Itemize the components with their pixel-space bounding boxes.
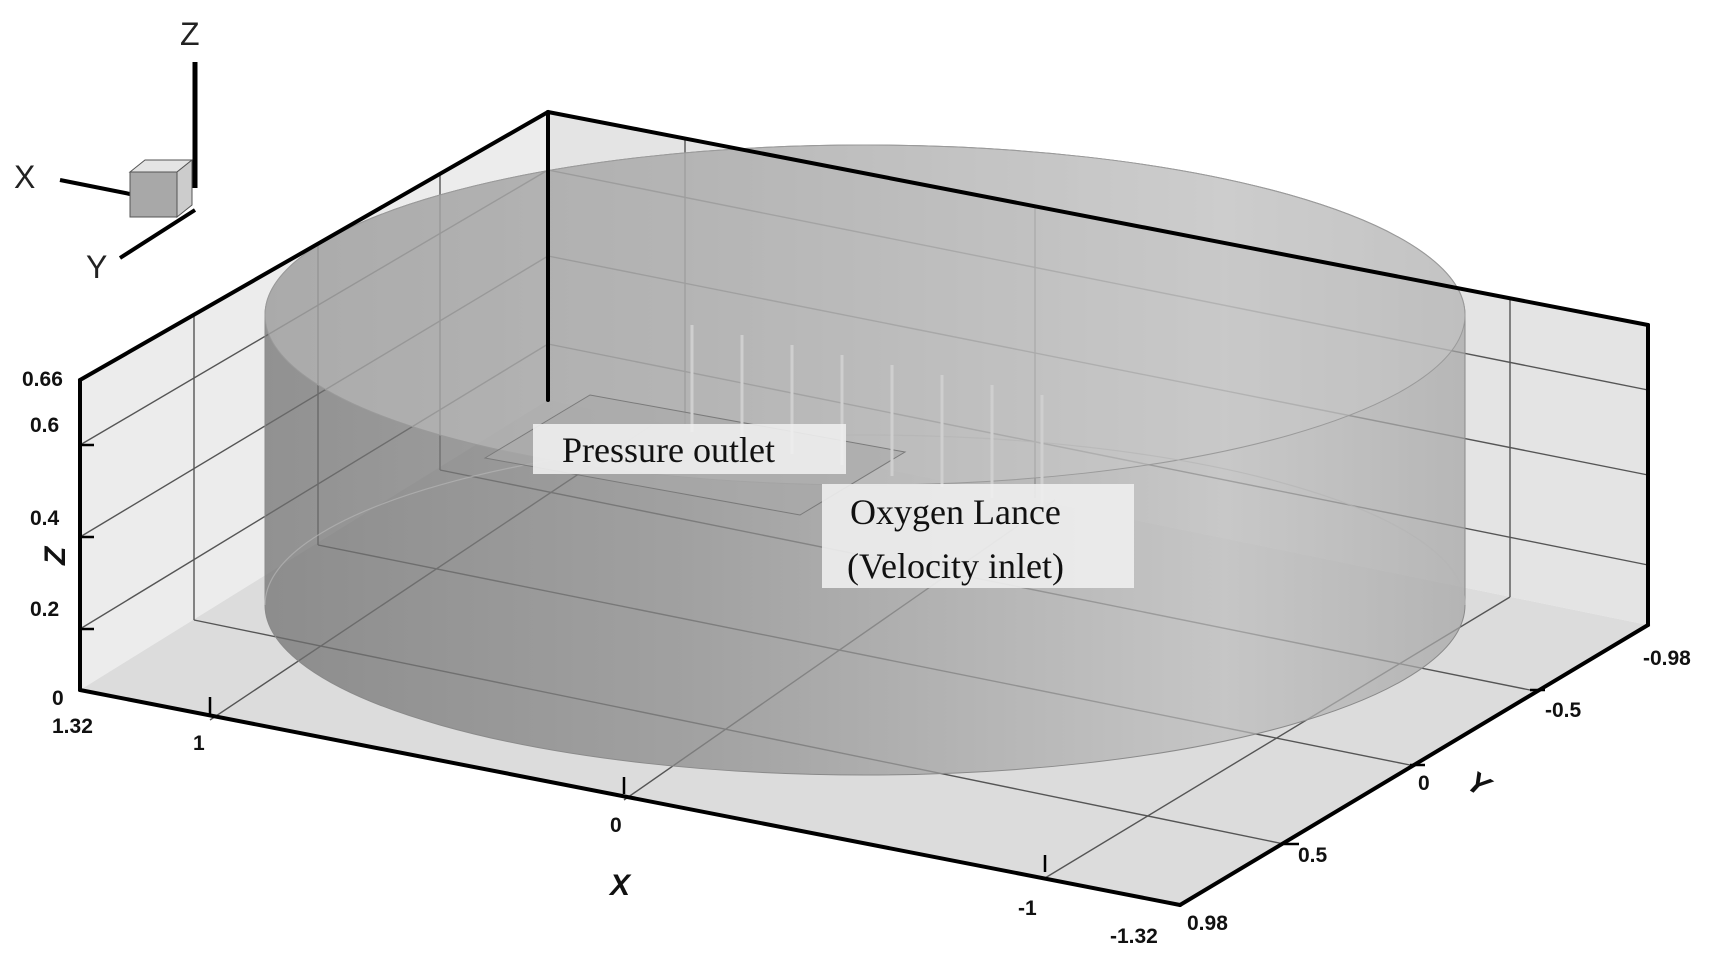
z-tick-0.2: 0.2 xyxy=(30,598,59,621)
y-tick-neg0.98: -0.98 xyxy=(1643,647,1691,670)
y-tick-0.5: 0.5 xyxy=(1298,844,1328,867)
triad-y-label: Y xyxy=(86,249,107,285)
cylinder-top-face xyxy=(264,144,1466,486)
oxygen-lance-annotation: Oxygen Lance (Velocity inlet) xyxy=(822,484,1134,588)
tick-marks xyxy=(80,443,1545,872)
z-axis-title: Z xyxy=(39,545,72,566)
triad-z-label: Z xyxy=(180,16,200,52)
oxygen-lance-label-line2: (Velocity inlet) xyxy=(847,546,1064,586)
z-tick-0.6: 0.6 xyxy=(30,414,59,437)
z-tick-0.66: 0.66 xyxy=(22,368,63,391)
y-tick-neg0.5: -0.5 xyxy=(1545,699,1582,722)
x-tick-0: 0 xyxy=(610,814,622,837)
orientation-triad: Z X Y xyxy=(14,16,200,285)
x-axis-title: X xyxy=(608,869,632,902)
x-tick-neg1.32: -1.32 xyxy=(1110,925,1158,948)
z-tick-0: 0 xyxy=(52,687,64,710)
pressure-outlet-annotation: Pressure outlet xyxy=(533,424,846,474)
triad-cube-side xyxy=(176,158,193,219)
x-tick-neg1: -1 xyxy=(1018,897,1037,920)
x-tick-1: 1 xyxy=(193,732,205,755)
y-tick-0: 0 xyxy=(1418,772,1430,795)
triad-x-label: X xyxy=(14,159,35,195)
oxygen-lance-label-line1: Oxygen Lance xyxy=(850,492,1061,532)
y-axis-title: Y xyxy=(1461,765,1498,805)
pressure-outlet-label: Pressure outlet xyxy=(562,430,775,470)
x-tick-1.32: 1.32 xyxy=(52,715,93,738)
y-tick-0.98: 0.98 xyxy=(1187,912,1228,935)
z-tick-0.4: 0.4 xyxy=(30,507,60,530)
triad-cube-front xyxy=(129,171,178,218)
